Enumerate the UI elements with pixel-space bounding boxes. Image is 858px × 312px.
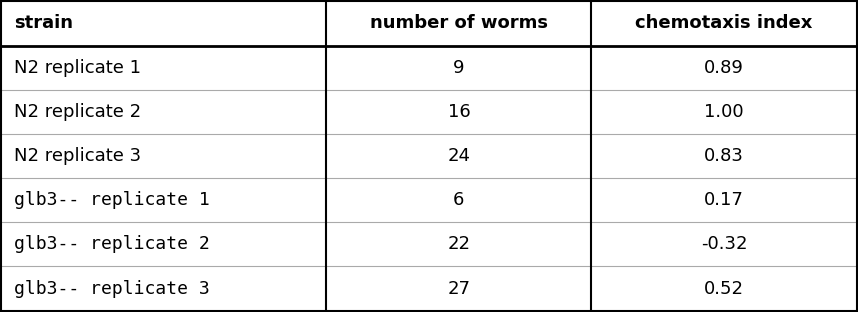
Text: glb3-- replicate 1: glb3-- replicate 1 xyxy=(15,191,210,209)
Text: chemotaxis index: chemotaxis index xyxy=(636,14,813,32)
Text: 0.17: 0.17 xyxy=(704,191,744,209)
Text: N2 replicate 1: N2 replicate 1 xyxy=(15,59,142,77)
Text: 0.83: 0.83 xyxy=(704,147,744,165)
Text: 9: 9 xyxy=(453,59,465,77)
Text: 0.52: 0.52 xyxy=(704,280,744,298)
Text: number of worms: number of worms xyxy=(370,14,548,32)
Text: 22: 22 xyxy=(447,235,470,253)
Text: N2 replicate 3: N2 replicate 3 xyxy=(15,147,142,165)
Text: 27: 27 xyxy=(447,280,470,298)
Text: 0.89: 0.89 xyxy=(704,59,744,77)
Text: strain: strain xyxy=(15,14,73,32)
Text: glb3-- replicate 3: glb3-- replicate 3 xyxy=(15,280,210,298)
Text: 1.00: 1.00 xyxy=(704,103,744,121)
Text: -0.32: -0.32 xyxy=(701,235,747,253)
Text: 16: 16 xyxy=(448,103,470,121)
Text: 6: 6 xyxy=(453,191,465,209)
Text: 24: 24 xyxy=(447,147,470,165)
Text: N2 replicate 2: N2 replicate 2 xyxy=(15,103,142,121)
Text: glb3-- replicate 2: glb3-- replicate 2 xyxy=(15,235,210,253)
